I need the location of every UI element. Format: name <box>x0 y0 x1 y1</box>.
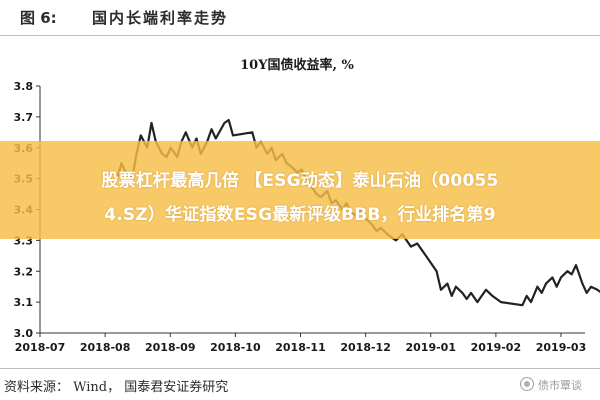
y-tick-label: 3.0 <box>14 327 34 340</box>
source-note: 资料来源： Wind， 国泰君安证券研究 <box>4 380 229 395</box>
y-tick-label: 3.7 <box>14 111 34 124</box>
figure-footer: 资料来源： Wind， 国泰君安证券研究 债市覃谈 <box>0 368 600 400</box>
x-tick-label: 2019-01 <box>406 341 457 354</box>
x-tick-label: 2018-09 <box>145 341 196 354</box>
x-tick-label: 2018-08 <box>80 341 131 354</box>
watermark-text: 债市覃谈 <box>538 379 582 392</box>
x-tick-label: 2018-10 <box>210 341 261 354</box>
overlay-headline[interactable]: 股票杠杆最高几倍 【ESG动态】泰山石油（00055 4.SZ）华证指数ESG最… <box>0 164 600 232</box>
x-tick-label: 2018-12 <box>340 341 391 354</box>
x-tick-label: 2018-11 <box>275 341 326 354</box>
figure-title: 国内长端利率走势 <box>92 9 229 27</box>
x-tick-label: 2019-03 <box>536 341 587 354</box>
y-tick-label: 3.2 <box>14 265 34 278</box>
figure-header: 图 6: 国内长端利率走势 <box>0 0 600 36</box>
wechat-logo-icon <box>520 377 534 391</box>
watermark: 债市覃谈 <box>520 377 582 393</box>
overlay-line-1: 股票杠杆最高几倍 【ESG动态】泰山石油（00055 <box>101 171 499 191</box>
figure-label: 图 6: <box>20 9 57 27</box>
y-tick-label: 3.8 <box>14 80 34 93</box>
x-tick-label: 2018-07 <box>15 341 66 354</box>
overlay-banner[interactable]: 股票杠杆最高几倍 【ESG动态】泰山石油（00055 4.SZ）华证指数ESG最… <box>0 141 600 239</box>
x-tick-label: 2019-02 <box>471 341 522 354</box>
overlay-line-2: 4.SZ）华证指数ESG最新评级BBB，行业排名第9 <box>104 205 496 225</box>
chart-title: 10Y国债收益率, % <box>240 57 354 73</box>
y-tick-label: 3.1 <box>14 296 34 309</box>
